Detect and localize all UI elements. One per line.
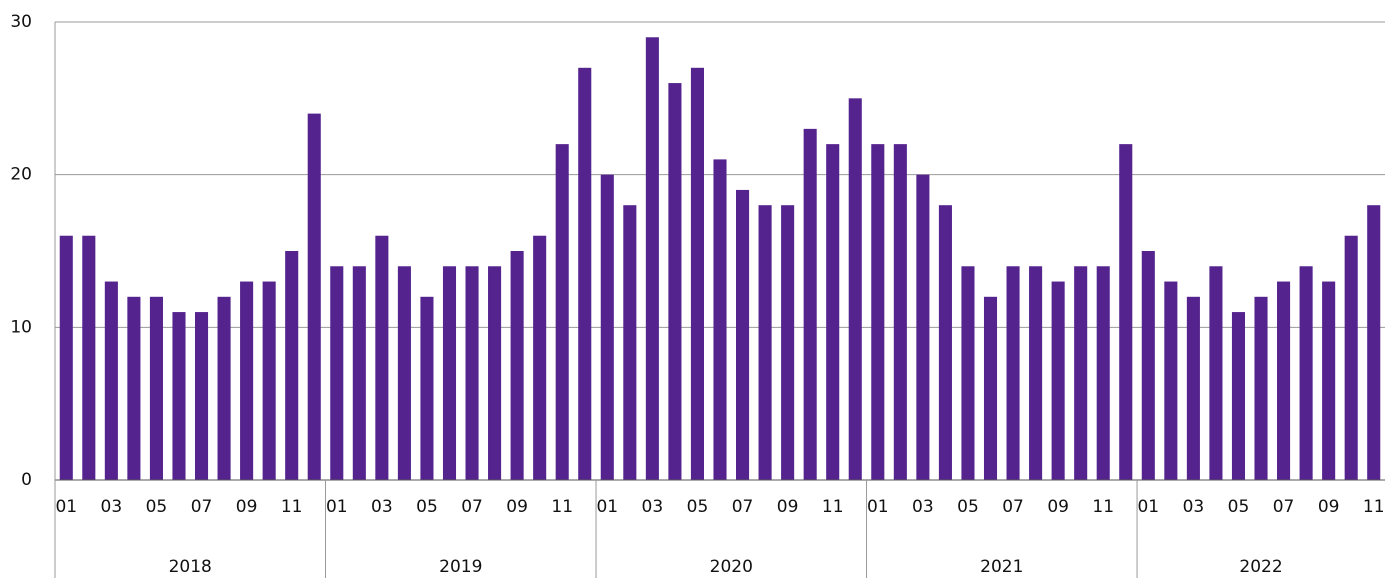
x-tick-label: 07 xyxy=(1273,497,1295,517)
x-tick-label: 05 xyxy=(146,497,168,517)
bar xyxy=(352,266,366,480)
bar xyxy=(1164,281,1178,480)
y-tick-label: 20 xyxy=(10,165,32,185)
bar xyxy=(1299,266,1313,480)
x-tick-label: 09 xyxy=(236,497,258,517)
bar xyxy=(330,266,344,480)
bar xyxy=(217,296,231,480)
bar xyxy=(1277,281,1291,480)
bar xyxy=(1231,312,1246,480)
year-label: 2020 xyxy=(710,557,753,577)
bar xyxy=(668,83,682,481)
x-tick-label: 03 xyxy=(912,497,934,517)
year-label: 2022 xyxy=(1239,557,1282,577)
bar xyxy=(645,37,659,481)
year-label: 2021 xyxy=(980,557,1023,577)
x-tick-label: 01 xyxy=(55,497,77,517)
x-tick-label: 09 xyxy=(506,497,528,517)
bar xyxy=(758,205,772,480)
bar xyxy=(961,266,975,480)
bar xyxy=(893,144,907,480)
x-tick-label: 11 xyxy=(1092,497,1114,517)
x-tick-label: 05 xyxy=(1228,497,1250,517)
bar xyxy=(285,251,299,480)
bar xyxy=(1051,281,1065,480)
y-tick-label: 0 xyxy=(21,470,32,490)
y-tick-label: 10 xyxy=(10,317,32,337)
bar xyxy=(623,205,637,480)
bar xyxy=(916,174,930,480)
bar xyxy=(578,67,592,481)
bar xyxy=(1367,205,1381,480)
x-tick-label: 05 xyxy=(416,497,438,517)
bar xyxy=(375,235,389,480)
bar xyxy=(262,281,276,480)
bar xyxy=(1254,296,1268,480)
bar xyxy=(713,159,727,480)
bar xyxy=(59,235,73,480)
bar xyxy=(848,98,862,480)
x-tick-label: 07 xyxy=(1002,497,1024,517)
bar xyxy=(397,266,411,480)
x-tick-label: 03 xyxy=(1183,497,1205,517)
x-tick-label: 01 xyxy=(326,497,348,517)
x-tick-label: 03 xyxy=(642,497,664,517)
bar xyxy=(1096,266,1110,480)
x-tick-label: 07 xyxy=(461,497,483,517)
bar xyxy=(983,296,998,480)
x-tick-label: 05 xyxy=(687,497,709,517)
x-tick-label: 03 xyxy=(371,497,393,517)
bar xyxy=(1186,296,1200,480)
bar xyxy=(600,174,614,480)
x-tick-label: 11 xyxy=(822,497,844,517)
x-tick-label: 09 xyxy=(1047,497,1069,517)
bar xyxy=(127,296,141,480)
bar xyxy=(938,205,952,480)
bar xyxy=(690,67,704,481)
bar xyxy=(1006,266,1020,480)
x-tick-label: 11 xyxy=(281,497,303,517)
year-label: 2019 xyxy=(439,557,482,577)
bar xyxy=(826,144,840,480)
bar xyxy=(1141,251,1155,480)
x-tick-label: 01 xyxy=(1137,497,1159,517)
year-label: 2018 xyxy=(169,557,212,577)
x-tick-label: 11 xyxy=(1363,497,1385,517)
bar xyxy=(871,144,885,480)
bar xyxy=(194,312,209,480)
bar xyxy=(420,296,434,480)
x-tick-label: 07 xyxy=(732,497,754,517)
x-tick-label: 09 xyxy=(1318,497,1340,517)
bar xyxy=(1119,144,1133,480)
bar xyxy=(149,296,163,480)
bar xyxy=(240,281,254,480)
x-tick-label: 07 xyxy=(191,497,213,517)
bar xyxy=(781,205,795,480)
x-tick-label: 03 xyxy=(101,497,123,517)
bar xyxy=(533,235,547,480)
bar xyxy=(307,113,321,480)
bar xyxy=(104,281,118,480)
x-tick-label: 01 xyxy=(596,497,618,517)
bar xyxy=(465,266,479,480)
bar xyxy=(82,235,96,480)
bar xyxy=(172,312,186,480)
x-tick-label: 11 xyxy=(551,497,573,517)
bar xyxy=(510,251,524,480)
bar xyxy=(442,266,457,480)
x-tick-label: 09 xyxy=(777,497,799,517)
bar xyxy=(1344,235,1358,480)
x-tick-label: 01 xyxy=(867,497,889,517)
bar xyxy=(1029,266,1043,480)
bar xyxy=(736,189,750,480)
x-tick-label: 05 xyxy=(957,497,979,517)
bar xyxy=(1322,281,1336,480)
y-tick-label: 30 xyxy=(10,12,32,32)
bar xyxy=(555,144,569,480)
bar xyxy=(803,128,817,480)
bar xyxy=(1074,266,1088,480)
bar xyxy=(1209,266,1223,480)
bar xyxy=(488,266,502,480)
